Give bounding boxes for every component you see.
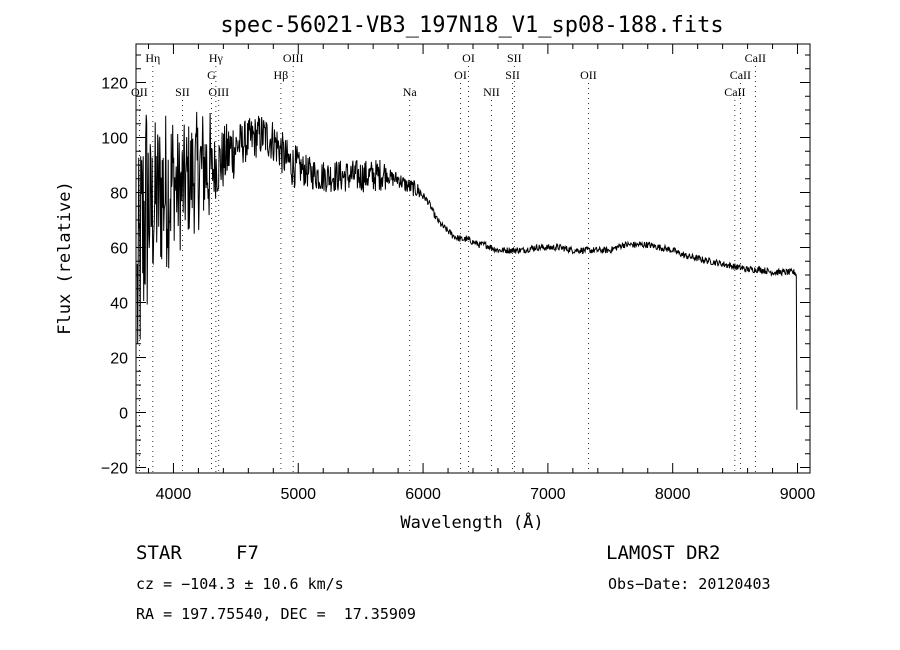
object-class: STAR xyxy=(136,542,182,564)
spectral-line-label: CaII xyxy=(724,85,745,99)
spectrum-chart: spec-56021-VB3_197N18_V1_sp08-188.fits 4… xyxy=(55,13,816,533)
spectral-line-label: CaII xyxy=(730,68,751,82)
x-tick-label: 7000 xyxy=(530,486,566,503)
spectral-line-label: OIII xyxy=(283,51,304,65)
redshift-velocity: cz = −104.3 ± 10.6 km/s xyxy=(136,575,344,593)
x-tick-label: 4000 xyxy=(156,486,192,503)
y-tick-label: 60 xyxy=(110,241,128,258)
y-tick-label: 20 xyxy=(110,351,128,368)
plot-frame xyxy=(135,43,811,474)
chart-title: spec-56021-VB3_197N18_V1_sp08-188.fits xyxy=(220,13,723,38)
spectral-line-label: OI xyxy=(462,51,475,65)
sky-coordinates: RA = 197.75540, DEC = 17.35909 xyxy=(136,605,416,623)
spectral-line-markers: Hη OII SII Hγ G OIII OIII Hβ Na OI OI NII SII SII OII C… xyxy=(131,51,766,473)
y-tick-label: 40 xyxy=(110,296,128,313)
x-tick-label: 6000 xyxy=(405,486,441,503)
x-tick-label: 9000 xyxy=(780,486,816,503)
spectral-line-label: Hβ xyxy=(274,68,289,82)
spectral-line-label: Hη xyxy=(145,51,160,65)
survey-name: LAMOST DR2 xyxy=(606,542,721,564)
flux-series-line xyxy=(136,111,798,410)
spectral-line-label: Na xyxy=(403,85,418,99)
spectral-line-label: SII xyxy=(507,51,522,65)
y-tick-label: −20 xyxy=(101,461,128,478)
y-tick-label: 120 xyxy=(101,76,128,93)
spectral-line-label: G xyxy=(207,68,216,82)
spectral-line-label: OII xyxy=(131,85,148,99)
spectral-line-label: NII xyxy=(483,85,500,99)
x-axis-label: Wavelength (Å) xyxy=(400,511,543,533)
spectral-line-label: SII xyxy=(505,68,520,82)
object-subclass: F7 xyxy=(236,542,259,564)
x-tick-label: 8000 xyxy=(655,486,691,503)
spectral-line-label: OII xyxy=(580,68,597,82)
observation-date: Obs−Date: 20120403 xyxy=(608,575,771,593)
spectral-line-label: Hγ xyxy=(209,51,224,65)
y-tick-label: 80 xyxy=(110,186,128,203)
y-axis-label: Flux (relative) xyxy=(55,181,75,335)
spectral-line-label: OIII xyxy=(208,85,229,99)
y-tick-label: 100 xyxy=(101,131,128,148)
spectral-line-label: SII xyxy=(175,85,190,99)
spectral-line-label: CaII xyxy=(745,51,766,65)
axis-ticks: 4000 5000 6000 7000 8000 9000 −20 0 20 40 60 80 100 1… xyxy=(101,44,816,503)
spectral-line-label: OI xyxy=(454,68,467,82)
y-tick-label: 0 xyxy=(119,406,128,423)
x-tick-label: 5000 xyxy=(280,486,316,503)
